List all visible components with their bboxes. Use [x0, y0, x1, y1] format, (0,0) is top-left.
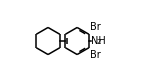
- Text: Br: Br: [90, 22, 101, 32]
- Text: 2: 2: [97, 39, 101, 46]
- Text: NH: NH: [91, 36, 106, 46]
- Text: Br: Br: [90, 50, 101, 60]
